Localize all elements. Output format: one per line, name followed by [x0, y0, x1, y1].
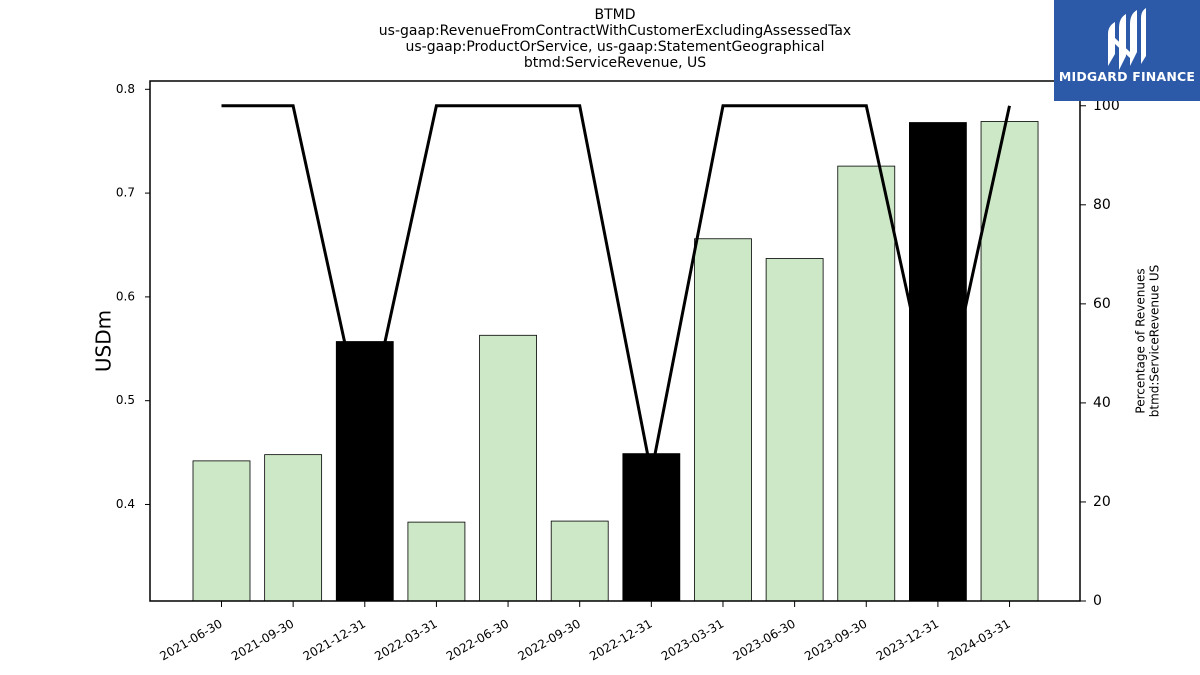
x-tick-label: 2022-03-31 [372, 617, 439, 664]
midgard-logo-icon [1108, 8, 1146, 70]
chart-title-line-2: us-gaap:RevenueFromContractWithCustomerE… [378, 23, 852, 39]
bar-2021-06-30 [192, 460, 251, 602]
percentage-line-series [221, 104, 1011, 474]
y-tick-label: 0.5 [116, 393, 135, 407]
chart-title-line-1: BTMD [594, 7, 636, 23]
y2-tick-label: 40 [1093, 395, 1111, 411]
chart-title-line-3: us-gaap:ProductOrService, us-gaap:Statem… [405, 39, 825, 55]
bar-2024-03-31 [980, 121, 1039, 602]
bar-2023-12-31 [909, 122, 967, 602]
y2-tick-label: 80 [1093, 197, 1111, 213]
bar-series [192, 121, 1039, 602]
y-tick-label: 0.4 [116, 497, 135, 511]
x-tick-label: 2024-03-31 [945, 617, 1012, 664]
percentage-line [221, 104, 1011, 474]
right-y-axis: 0 20 40 60 80 100 [1080, 98, 1120, 609]
bar-2023-09-30 [837, 165, 896, 602]
chart-title-line-4: btmd:ServiceRevenue, US [523, 55, 707, 71]
y2-axis-label-line-1: Percentage of Revenues [1134, 268, 1148, 413]
bar-2022-09-30 [550, 520, 609, 602]
y-axis-label: USDm [92, 310, 116, 372]
bar-2022-06-30 [479, 334, 537, 602]
logo-text: MIDGARD FINANCE [1058, 69, 1196, 84]
x-tick-label: 2021-06-30 [157, 617, 224, 664]
y2-tick-label: 20 [1093, 494, 1111, 510]
plot-frame [149, 80, 1081, 602]
left-y-axis: 0.4 0.5 0.6 0.7 0.8 [116, 82, 150, 511]
bar-2022-12-31 [622, 453, 681, 602]
bar-2021-09-30 [264, 454, 323, 602]
y-tick-label: 0.8 [116, 82, 135, 96]
x-tick-label: 2022-09-30 [516, 617, 583, 664]
x-tick-label: 2023-12-31 [874, 617, 941, 664]
bar-2021-12-31 [335, 341, 394, 602]
x-tick-label: 2023-09-30 [802, 617, 869, 664]
y2-tick-label: 0 [1093, 593, 1102, 609]
x-tick-label: 2022-06-30 [444, 617, 511, 664]
x-tick-label: 2021-09-30 [229, 617, 296, 664]
y-tick-label: 0.6 [116, 289, 135, 303]
x-tick-label: 2023-06-30 [730, 617, 797, 664]
x-tick-label: 2021-12-31 [301, 617, 368, 664]
y2-axis-label-line-2: btmd:ServiceRevenue US [1148, 265, 1162, 418]
brand-logo: MIDGARD FINANCE [1054, 0, 1200, 101]
y2-tick-label: 60 [1093, 296, 1111, 312]
x-tick-label: 2022-12-31 [587, 617, 654, 664]
bar-2022-03-31 [407, 521, 466, 602]
x-axis: 2021-06-30 2021-09-30 2021-12-31 2022-03-31… [157, 601, 1013, 664]
bar-2023-03-31 [694, 238, 752, 602]
x-tick-label: 2023-03-31 [659, 617, 726, 664]
y-tick-label: 0.7 [116, 186, 135, 200]
bar-2023-06-30 [765, 258, 824, 602]
y2-tick-label: 100 [1093, 98, 1120, 114]
